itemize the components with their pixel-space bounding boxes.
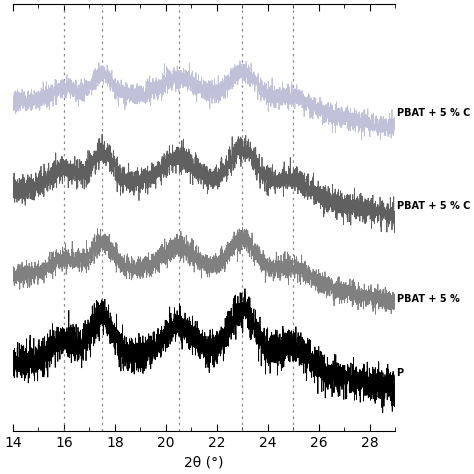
X-axis label: 2θ (°): 2θ (°) (184, 456, 224, 470)
Text: PBAT + 5 % C: PBAT + 5 % C (397, 201, 470, 211)
Text: P: P (397, 368, 404, 378)
Text: PBAT + 5 % C: PBAT + 5 % C (397, 109, 470, 118)
Text: PBAT + 5 %: PBAT + 5 % (397, 294, 459, 304)
